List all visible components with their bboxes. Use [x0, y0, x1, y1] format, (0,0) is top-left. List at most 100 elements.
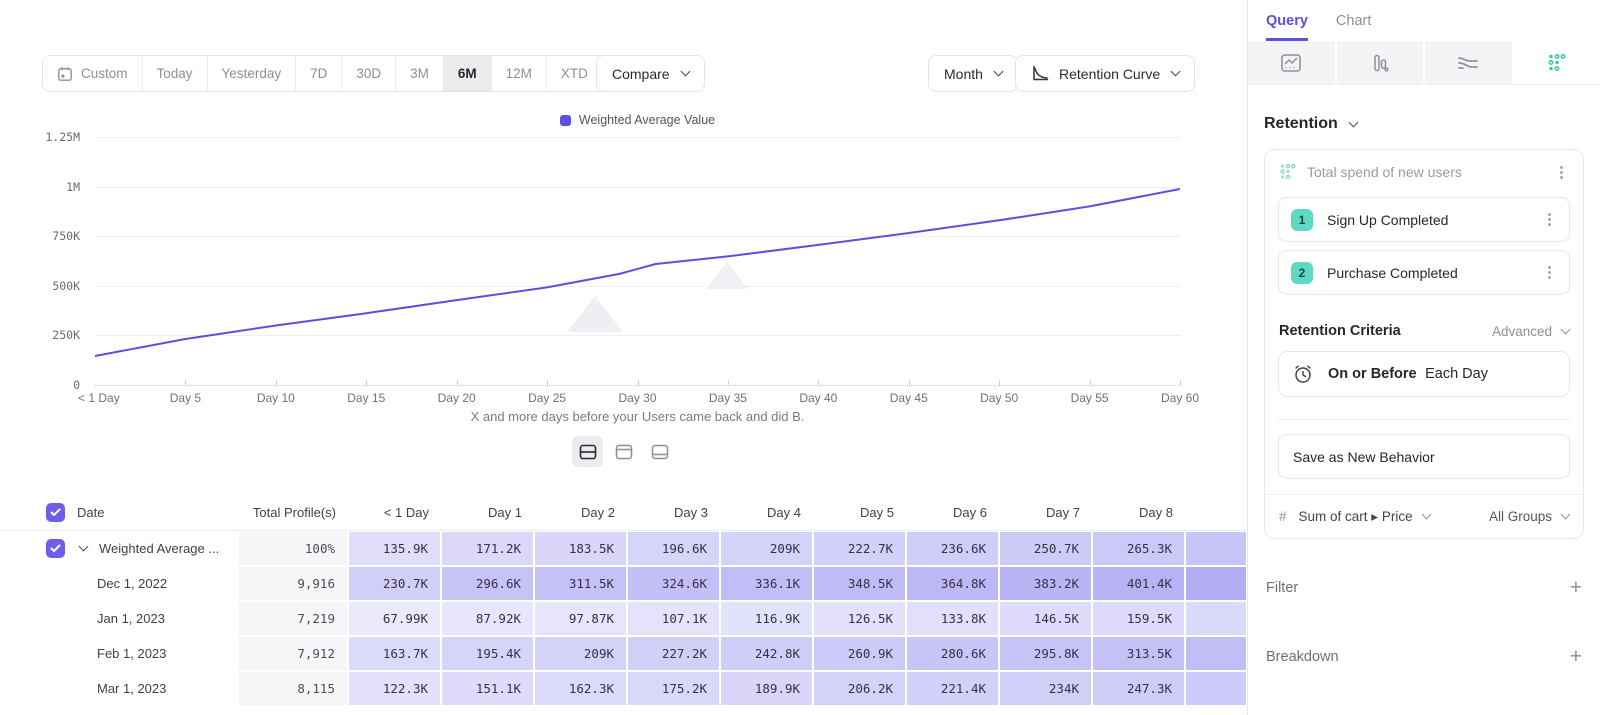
retention-cell[interactable]: 159.5K: [1092, 601, 1185, 636]
save-as-new-behavior-button[interactable]: Save as New Behavior: [1278, 434, 1570, 479]
measure-dropdown[interactable]: Sum of cart ▸ Price: [1299, 509, 1430, 525]
query-panel: Query Chart: [1247, 0, 1600, 715]
retention-cell[interactable]: 348.5K: [813, 566, 906, 601]
kebab-menu-icon[interactable]: ⋮: [1554, 165, 1569, 180]
retention-cell[interactable]: 107.1K: [627, 601, 720, 636]
retention-cell[interactable]: 230.7K: [348, 566, 441, 601]
retention-cell[interactable]: 234K: [999, 671, 1092, 706]
tab-query[interactable]: Query: [1266, 13, 1308, 41]
retention-cell[interactable]: 295.8K: [999, 636, 1092, 671]
retention-cell[interactable]: 209K: [720, 531, 813, 566]
retention-cell[interactable]: 260.9K: [813, 636, 906, 671]
retention-cell[interactable]: 183.5K: [534, 531, 627, 566]
filter-row[interactable]: Filter +: [1264, 577, 1584, 598]
retention-cell[interactable]: 336.1K: [720, 566, 813, 601]
total-profiles-cell: 9,916: [238, 566, 348, 601]
retention-cell[interactable]: 242.8K: [720, 636, 813, 671]
retention-cell[interactable]: 247.3K: [1092, 671, 1185, 706]
retention-cell[interactable]: 236.6K: [906, 531, 999, 566]
retention-cell[interactable]: 97.87K: [534, 601, 627, 636]
row-label[interactable]: Feb 1, 2023: [0, 636, 238, 671]
table-row: Dec 1, 20229,916230.7K296.6K311.5K324.6K…: [0, 566, 1247, 601]
retention-cell[interactable]: 146.5K: [999, 601, 1092, 636]
table-view-icon[interactable]: [644, 436, 675, 467]
retention-cell[interactable]: 189.9K: [720, 671, 813, 706]
retention-chart: 1.25M1M750K500K250K0< 1 DayDay 5Day 10Da…: [0, 0, 1247, 430]
retention-cell[interactable]: 126.5K: [813, 601, 906, 636]
panel-tabs: Query Chart: [1248, 0, 1600, 41]
line-chart-icon[interactable]: [1248, 41, 1337, 84]
retention-cell[interactable]: 195.4K: [441, 636, 534, 671]
card-footer: # Sum of cart ▸ Price All Groups: [1265, 494, 1583, 538]
retention-cell[interactable]: 222.7K: [813, 531, 906, 566]
event-row[interactable]: 1Sign Up Completed⋮: [1278, 197, 1570, 242]
plus-icon[interactable]: +: [1570, 646, 1582, 667]
flow-chart-icon[interactable]: [1425, 41, 1514, 84]
row-label[interactable]: Weighted Average ...: [0, 531, 238, 566]
retention-cell[interactable]: 196.6K: [627, 531, 720, 566]
retention-cell[interactable]: 383.2K: [999, 566, 1092, 601]
table-header-row: DateTotal Profile(s)< 1 DayDay 1Day 2Day…: [0, 494, 1247, 531]
column-header: < 1 Day: [348, 494, 441, 530]
advanced-dropdown[interactable]: Advanced: [1492, 324, 1569, 339]
column-header: Day 4: [720, 494, 813, 530]
groups-dropdown[interactable]: All Groups: [1489, 509, 1569, 524]
retention-cell[interactable]: 280.6K: [906, 636, 999, 671]
section-title-label: Retention: [1264, 115, 1338, 133]
retention-cell[interactable]: 265.3K: [1092, 531, 1185, 566]
row-label[interactable]: Jan 1, 2023: [0, 601, 238, 636]
retention-cell[interactable]: 311.5K: [534, 566, 627, 601]
table-row: Weighted Average ...100%135.9K171.2K183.…: [0, 531, 1247, 566]
window-value: Each Day: [1425, 366, 1488, 382]
retention-cell[interactable]: 133.8K: [906, 601, 999, 636]
retention-cell[interactable]: 296.6K: [441, 566, 534, 601]
row-checkbox[interactable]: [46, 539, 65, 558]
retention-cell[interactable]: 162.3K: [534, 671, 627, 706]
bar-chart-icon[interactable]: [1337, 41, 1426, 84]
breakdown-row[interactable]: Breakdown +: [1264, 646, 1584, 667]
tab-chart[interactable]: Chart: [1336, 13, 1371, 41]
retention-window-selector[interactable]: On or Before Each Day: [1278, 351, 1570, 397]
retention-cell[interactable]: 122.3K: [348, 671, 441, 706]
retention-cell[interactable]: 171.2K: [441, 531, 534, 566]
column-header: Day 3: [627, 494, 720, 530]
retention-cell[interactable]: 206.2K: [813, 671, 906, 706]
retention-cell[interactable]: 151.1K: [441, 671, 534, 706]
event-index-badge: 2: [1291, 262, 1313, 284]
chevron-down-icon: [1561, 324, 1571, 334]
retention-cell[interactable]: 209K: [534, 636, 627, 671]
retention-cell-partial: [1185, 601, 1247, 636]
retention-cell[interactable]: 175.2K: [627, 671, 720, 706]
retention-cell-partial: [1185, 566, 1247, 601]
event-label: Sign Up Completed: [1327, 212, 1448, 228]
kebab-menu-icon[interactable]: ⋮: [1542, 265, 1557, 280]
retention-cell[interactable]: 135.9K: [348, 531, 441, 566]
retention-cell[interactable]: 250.7K: [999, 531, 1092, 566]
retention-dots-icon[interactable]: [1514, 41, 1600, 84]
split-view-icon[interactable]: [572, 436, 603, 467]
select-all-checkbox[interactable]: [46, 503, 65, 522]
retention-cell[interactable]: 116.9K: [720, 601, 813, 636]
event-row[interactable]: 2Purchase Completed⋮: [1278, 250, 1570, 295]
retention-cell[interactable]: 87.92K: [441, 601, 534, 636]
alarm-clock-icon: [1292, 363, 1314, 385]
column-header-partial: [1185, 494, 1247, 530]
retention-cell[interactable]: 221.4K: [906, 671, 999, 706]
retention-cell[interactable]: 364.8K: [906, 566, 999, 601]
retention-cell[interactable]: 163.7K: [348, 636, 441, 671]
kebab-menu-icon[interactable]: ⋮: [1542, 212, 1557, 227]
plus-icon[interactable]: +: [1570, 577, 1582, 598]
row-label[interactable]: Mar 1, 2023: [0, 671, 238, 706]
retention-cell[interactable]: 324.6K: [627, 566, 720, 601]
retention-cell[interactable]: 67.99K: [348, 601, 441, 636]
number-property-icon: #: [1279, 509, 1287, 524]
card-header: Total spend of new users ⋮: [1265, 150, 1583, 189]
chevron-down-icon: [1348, 117, 1358, 127]
panel-section-title[interactable]: Retention: [1264, 115, 1584, 133]
chart-view-icon[interactable]: [608, 436, 639, 467]
row-label[interactable]: Dec 1, 2022: [0, 566, 238, 601]
retention-cell[interactable]: 401.4K: [1092, 566, 1185, 601]
retention-cell[interactable]: 227.2K: [627, 636, 720, 671]
retention-cell[interactable]: 313.5K: [1092, 636, 1185, 671]
column-header: Day 6: [906, 494, 999, 530]
